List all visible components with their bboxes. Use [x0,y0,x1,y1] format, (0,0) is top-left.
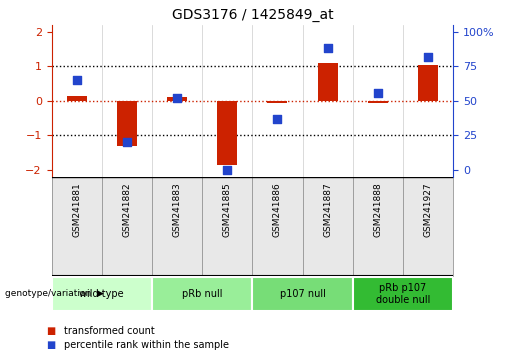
Text: GSM241888: GSM241888 [373,182,382,237]
Bar [418,64,438,101]
Text: percentile rank within the sample: percentile rank within the sample [64,340,229,350]
Bar [66,96,87,101]
Bar [167,97,187,101]
Point [173,95,181,101]
Text: ■: ■ [46,340,56,350]
Text: GSM241886: GSM241886 [273,182,282,237]
Point [374,90,382,96]
Bar [52,177,102,276]
Bar [303,177,353,276]
Bar [52,277,152,311]
Bar [353,177,403,276]
Text: GSM241927: GSM241927 [424,182,433,236]
Text: GSM241881: GSM241881 [72,182,81,237]
Bar [152,277,252,311]
Text: pRb p107
double null: pRb p107 double null [376,283,430,305]
Text: GSM241885: GSM241885 [223,182,232,237]
Text: p107 null: p107 null [280,289,325,299]
Bar [403,177,453,276]
Text: wild type: wild type [79,289,124,299]
Bar [117,101,137,146]
Bar [152,177,202,276]
Bar [217,101,237,165]
Text: pRb null: pRb null [182,289,222,299]
Bar [252,277,353,311]
Bar [202,177,252,276]
Text: ■: ■ [46,326,56,336]
Point [123,139,131,145]
Bar [102,177,152,276]
Bar [353,277,453,311]
Text: GSM241882: GSM241882 [123,182,131,236]
Point [323,45,332,51]
Point [223,167,231,173]
Point [424,54,432,59]
Bar [368,101,388,103]
Point [273,116,282,122]
Text: GSM241887: GSM241887 [323,182,332,237]
Bar [252,177,303,276]
Bar [318,63,338,101]
Text: GSM241883: GSM241883 [173,182,181,237]
Text: transformed count: transformed count [64,326,155,336]
Point [73,77,81,83]
Title: GDS3176 / 1425849_at: GDS3176 / 1425849_at [171,8,333,22]
Text: genotype/variation  ▶: genotype/variation ▶ [5,289,104,298]
Bar [267,101,287,103]
